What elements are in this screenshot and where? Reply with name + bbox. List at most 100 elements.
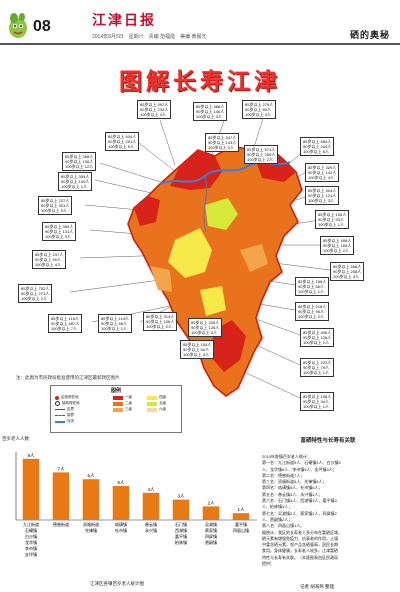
article-body: 2014年各镇百岁老人统计： 第一名：九江街道9人、石蟆镇9人、白沙镇9 人、龙华镇…: [262, 454, 394, 567]
town-label-21: 85岁以上 116人 90岁以上 487人 100岁以上 7人: [48, 314, 83, 333]
bar-category-label-8: 嘉平镇四面山镇: [233, 521, 249, 533]
town-label-15: 85岁以上 498人 90岁以上 165人 100岁以上 2人: [320, 236, 355, 255]
legend-item-river: 河流: [55, 419, 74, 424]
zone-yellow-south: [200, 286, 226, 316]
chart-ylabel: 百岁老人人数: [2, 436, 29, 441]
issue-meta: 2014年8月5日 星期六 责编 范福能 美编 黄晨元: [92, 34, 207, 40]
circle-icon: [55, 401, 60, 406]
article-line: 食用，身体健康，长寿老人较多。江津富硒: [262, 548, 338, 554]
article-title: 富硒特性与长寿有关联: [300, 438, 356, 444]
legend-item-level5: 五级: [147, 401, 166, 406]
bar-2: [52, 472, 70, 520]
article-line: 中富含硒元素，农产品含硒量高，居民长期: [262, 542, 338, 548]
map-note: 注：此图为市民政局批准使用的江津区最新政区图片: [16, 375, 120, 380]
bar-value-label-3: 6人: [87, 473, 95, 478]
article-line: 人、柏林镇3人；: [262, 504, 293, 510]
legend-title: 图例: [110, 388, 121, 394]
article-line: 第五名：慈云镇4人、永兴镇4人；: [262, 491, 323, 497]
article-line: 第七名：吴滩镇2人、蔡家镇2人、四屏镇2: [262, 510, 337, 516]
town-label-19: 85岁以上 166人 90岁以上 66人 100岁以上 1人: [295, 277, 330, 296]
town-label-17: 85岁以上 556人 90岁以上 258人 100岁以上 3人: [330, 262, 365, 281]
page-header: 08 江津日报 2014年8月5日 星期六 责编 范福能 美编 黄晨元 硒的奥秘: [0, 0, 400, 46]
legend-item-level1: 一级: [113, 395, 132, 400]
town-label-6: 85岁以上 584人 90岁以上 244人 100岁以上 6人: [300, 137, 335, 156]
bar-value-label-4: 5人: [117, 480, 125, 485]
town-label-11: 85岁以上 304人 90岁以上 121人 100岁以上 3人: [305, 186, 340, 205]
town-label-22: 85岁以上 119人 90岁以上 55人 100岁以上 1人: [98, 314, 132, 333]
town-label-27: 85岁以上 223人 90岁以上 79人 100岁以上 1人: [300, 358, 335, 377]
section-title: 硒的奥秘: [349, 30, 390, 40]
town-label-3: 85岁以上 279人 90岁以上 80人 100岁以上 3人: [242, 100, 277, 119]
zone-mid-west: [150, 266, 172, 292]
town-label-12: 85岁以上 707人 90岁以上 301人 100岁以上 9人: [38, 196, 73, 215]
bar-category-label-3: 双福街道先锋镇: [83, 521, 99, 533]
town-label-4: 85岁以上 604人 90岁以上 291人 100岁以上 9人: [105, 132, 140, 151]
article: 富硒特性与长寿有关联 2014年各镇百岁老人统计： 第一名：九江街道9人、石蟆镇9…: [262, 436, 394, 567]
page-title: 图解长寿江津: [119, 69, 281, 95]
bar-category-label-5: 慈云镇永兴镇: [145, 521, 157, 533]
article-line: 提供）: [262, 561, 274, 567]
tributary-river: [203, 175, 207, 233]
town-label-20: 85岁以上 218人 90岁以上 96人 100岁以上 2人: [295, 302, 330, 321]
article-line: 第八名：四面山镇1人。: [262, 523, 305, 529]
town-label-24: 85岁以上 326人 90岁以上 126人 100岁以上 4人: [188, 318, 223, 337]
bar-value-label-5: 4人: [147, 487, 155, 492]
article-line: 硒元素有增强免疫力、抗衰老的作用，土壤: [262, 535, 338, 541]
town-label-14: 85岁以上 350人 90岁以上 131人 100岁以上 3人: [42, 222, 77, 241]
town-label-16: 85岁以上 237人 90岁以上 90人 100岁以上 4人: [32, 250, 67, 269]
article-line: 第四名：珞璜镇5人、杜市镇5人；: [262, 485, 323, 491]
town-label-26: 85岁以上 154人 90岁以上 60人 100岁以上 3人: [180, 340, 215, 359]
article-line: 第六名：石门镇3人、西湖镇3人、嘉平镇3: [262, 498, 337, 504]
legend-item-level4: 四级: [147, 395, 166, 400]
town-label-5: 85岁以上 347人 90岁以上 143人 100岁以上 2人: [205, 133, 240, 152]
zone-yellow-north: [205, 198, 238, 230]
bar-4: [112, 486, 130, 520]
town-label-18: 85岁以上 752人 90岁以上 271人 100岁以上 2人: [18, 284, 53, 303]
bar-category-label-6: 石门镇西湖镇嘉平镇柏林镇: [175, 521, 187, 545]
bar-category-label-2: 德感街道: [53, 521, 69, 527]
town-label-1: 85岁以上 597人 90岁以上 233人 100岁以上 4人: [137, 100, 172, 119]
town-label-23: 85岁以上 314人 90岁以上 126人 100岁以上 2人: [143, 312, 178, 331]
article-line: 第一名：九江街道9人、石蟆镇9人、白沙镇9: [262, 460, 341, 466]
town-label-10: 85岁以上 329人 90岁以上 142人 100岁以上 4人: [305, 163, 340, 182]
bar-category-label-1: 九江街道石蟆镇白沙镇龙华镇李市镇支坪镇: [23, 521, 39, 557]
article-line: 人、龙华镇9人、李市镇9人、支坪镇9人；: [262, 466, 337, 472]
chart-caption: 江津区各镇百岁老人统计图: [90, 581, 144, 586]
masthead: 江津日报: [92, 13, 156, 29]
legend-item-level3: 三级: [113, 407, 132, 412]
legend-item-town-border: 镇界: [55, 413, 74, 418]
bar-3: [82, 479, 100, 520]
town-label-28: 85岁以上 106人 90岁以上 34人 100岁以上 1人: [300, 392, 335, 411]
bar-value-label-7: 2人: [207, 500, 215, 505]
bar-1: [22, 458, 40, 520]
town-label-2: 85岁以上 386人 90岁以上 146人 100岁以上 3人: [193, 102, 228, 121]
town-label-8: 85岁以上 571人 90岁以上 259人 100岁以上 2人: [244, 145, 279, 164]
bar-value-label-6: 3人: [177, 494, 185, 499]
legend-item-district-seat: 区政府驻地: [55, 395, 79, 400]
legend-item-level6: 六级: [147, 407, 166, 412]
article-line: 第二名：德感街道7人；: [262, 472, 305, 478]
bar-value-label-1: 9人: [27, 453, 35, 458]
bar-category-label-7: 吴滩镇蔡家镇四屏镇贾嗣镇: [205, 521, 217, 545]
byline: 记者 胡海燕 整理: [300, 584, 334, 589]
town-label-13: 85岁以上 155人 90岁以上 53人 100岁以上 1人: [315, 210, 350, 229]
dashed-line-icon: [55, 415, 65, 416]
bar-7: [202, 506, 220, 520]
town-label-25: 85岁以上 406人 90岁以上 126人 100岁以上 1人: [300, 328, 335, 347]
article-line: 2014年各镇百岁老人统计：: [262, 454, 311, 459]
bar-category-label-4: 珞璜镇杜市镇: [115, 521, 127, 533]
town-label-7: 85岁以上 268人 90岁以上 106人 100岁以上 12人: [62, 152, 97, 171]
star-icon: [55, 395, 59, 400]
map-legend: 图例 区政府驻地 镇政府驻地 区界 镇界 河流 一级 二级 三级 四级 五级 六…: [50, 385, 182, 433]
zone-mid-east: [240, 244, 268, 272]
article-line: 人、贾嗣镇2人；: [262, 516, 293, 522]
legend-item-town-seat: 镇政府驻地: [55, 401, 80, 406]
bar-8: [232, 513, 250, 520]
zone-yellow-center: [168, 228, 212, 278]
article-line: 特性与长寿有关联。（本版图表由区民政局: [262, 554, 338, 560]
line-icon: [55, 409, 65, 410]
article-line: 据统计，我区的长寿老人多分布在富硒区域，: [262, 529, 342, 535]
article-line: 第三名：双福街道6人、先锋镇6人；: [262, 479, 327, 485]
